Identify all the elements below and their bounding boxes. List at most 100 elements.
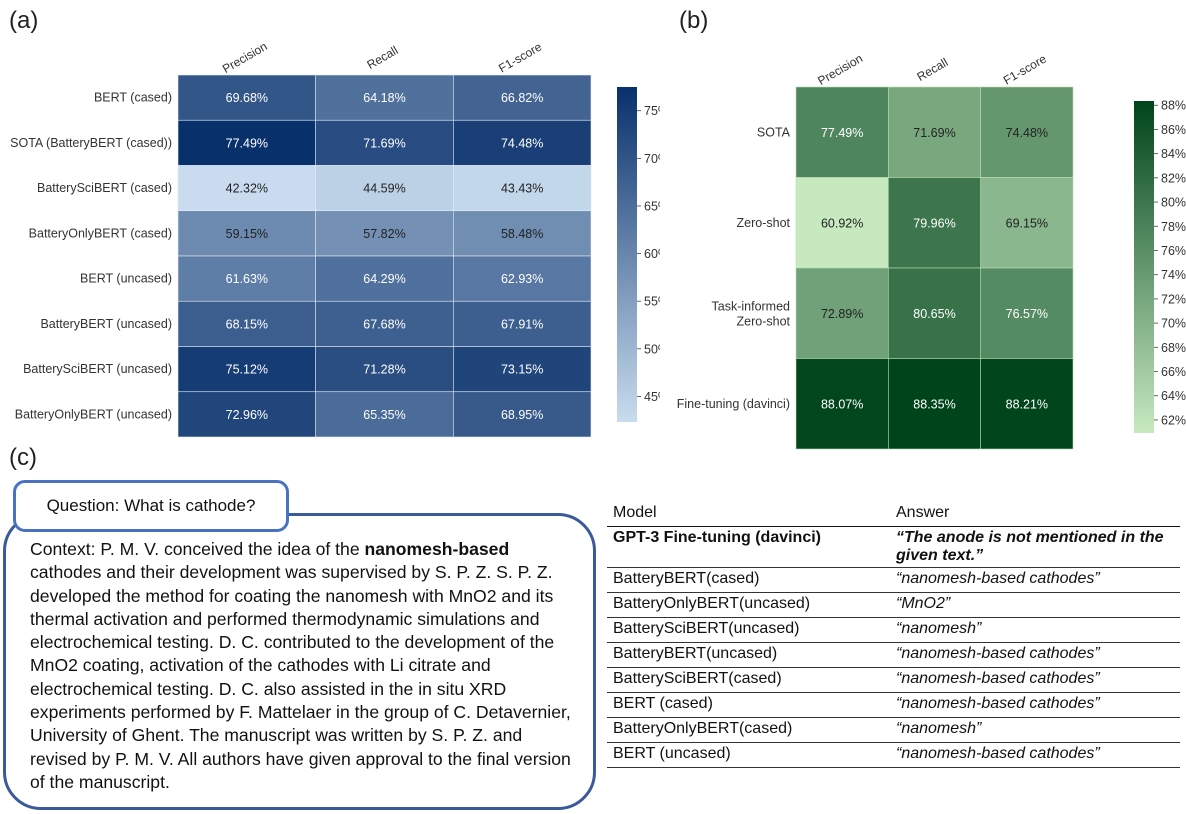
table-cell-answer: “nanomesh-based cathodes”	[890, 742, 1180, 768]
row-label: BERT (cased)	[94, 91, 172, 105]
colorbar-tick-label: 62%	[1161, 413, 1186, 427]
table-cell-answer: “nanomesh-based cathodes”	[890, 692, 1180, 718]
cell-value-label: 88.07%	[821, 397, 863, 411]
panel-label-c: (c)	[9, 444, 37, 471]
heatmap-cell	[453, 300, 592, 347]
cell-value-label: 43.43%	[501, 182, 543, 196]
table-row: BatterySciBERT(cased) “nanomesh-based cat…	[607, 667, 1180, 693]
cell-value-label: 68.95%	[501, 408, 543, 422]
table-row: GPT-3 Fine-tuning (davinci) “The anode is…	[607, 526, 1180, 568]
heatmap-cell	[453, 210, 592, 257]
cell-value-label: 64.29%	[363, 272, 405, 286]
column-label: Recall	[915, 55, 951, 84]
table-row: BatteryBERT(cased) “nanomesh-based cathod…	[607, 567, 1180, 593]
heatmap-cell	[453, 255, 592, 302]
table-cell-answer: “The anode is not mentioned in the given…	[890, 526, 1180, 568]
cell-value-label: 62.93%	[501, 272, 543, 286]
colorbar-tick-label: 76%	[1161, 244, 1186, 258]
row-label: BatteryBERT (uncased)	[40, 317, 172, 331]
table-cell-model: BatterySciBERT(uncased)	[607, 617, 890, 643]
column-label: F1-score	[1001, 51, 1049, 87]
cell-value-label: 72.96%	[226, 408, 268, 422]
table-row: BatteryOnlyBERT(cased) “nanomesh”	[607, 717, 1180, 743]
column-label: F1-score	[496, 39, 544, 75]
cell-value-label: 67.91%	[501, 317, 543, 331]
cell-value-label: 88.21%	[1006, 397, 1048, 411]
colorbar-tick-label: 68%	[1161, 341, 1186, 355]
colorbar-tick-label: 84%	[1161, 147, 1186, 161]
colorbar-tick-label: 80%	[1161, 196, 1186, 210]
cell-value-label: 76.57%	[1006, 307, 1048, 321]
row-label: BatterySciBERT (uncased)	[23, 362, 172, 376]
heatmap-cell	[177, 165, 316, 212]
heatmap-a: Precision Recall F1-score BERT (cased) 69.68…	[10, 39, 660, 438]
column-label: Recall	[365, 43, 401, 72]
header-model: Model	[607, 502, 890, 527]
colorbar-tick-label: 74%	[1161, 268, 1186, 282]
table-cell-model: GPT-3 Fine-tuning (davinci)	[607, 526, 890, 568]
colorbar-tick-label: 88%	[1161, 99, 1186, 113]
heatmap-cell	[888, 358, 981, 450]
cell-value-label: 88.35%	[913, 397, 955, 411]
colorbar	[1134, 101, 1154, 433]
table-cell-model: BatteryBERT(uncased)	[607, 642, 890, 668]
colorbar-tick-label: 65%	[644, 199, 660, 213]
colorbar-tick-label: 78%	[1161, 220, 1186, 234]
cell-value-label: 64.18%	[363, 91, 405, 105]
answers-table: Model Answer GPT-3 Fine-tuning (davinci)…	[607, 502, 1180, 768]
colorbar-tick-label: 82%	[1161, 171, 1186, 185]
colorbar-tick-label: 50%	[644, 342, 660, 356]
table-cell-model: BatteryBERT(cased)	[607, 567, 890, 593]
heatmap-cell	[177, 391, 316, 438]
heatmap-cell	[315, 300, 454, 347]
colorbar-tick-label: 75%	[644, 104, 660, 118]
cell-value-label: 44.59%	[363, 182, 405, 196]
table-row: BatteryBERT(uncased) “nanomesh-based cath…	[607, 642, 1180, 668]
table-row: BatterySciBERT(uncased) “nanomesh”	[607, 617, 1180, 643]
cell-value-label: 79.96%	[913, 216, 955, 230]
table-cell-answer: “nanomesh-based cathodes”	[890, 667, 1180, 693]
heatmap-cell	[980, 177, 1074, 269]
cell-value-label: 58.48%	[501, 227, 543, 241]
heatmap-cell	[453, 119, 592, 166]
panel-label-b: (b)	[679, 7, 709, 34]
heatmap-cell	[315, 165, 454, 212]
colorbar-tick-label: 86%	[1161, 123, 1186, 137]
heatmap-cell	[795, 177, 889, 269]
cell-value-label: 72.89%	[821, 307, 863, 321]
colorbar-tick-label: 45%	[644, 390, 660, 404]
table-cell-answer: “nanomesh”	[890, 617, 1180, 643]
row-label: Zero-shot	[737, 216, 791, 230]
question-text: Question: What is cathode?	[46, 496, 256, 515]
cell-value-label: 60.92%	[821, 216, 863, 230]
cell-value-label: 75.12%	[226, 363, 268, 377]
heatmap-cell	[177, 346, 316, 393]
cell-value-label: 69.15%	[1006, 216, 1048, 230]
row-label: BatteryOnlyBERT (uncased)	[15, 407, 172, 421]
heatmap-cell	[453, 391, 592, 438]
header-answer: Answer	[890, 502, 1180, 527]
cell-value-label: 68.15%	[226, 317, 268, 331]
table-cell-answer: “MnO2”	[890, 592, 1180, 618]
table-header-row: Model Answer	[607, 502, 1180, 527]
cell-value-label: 67.68%	[363, 317, 405, 331]
cell-value-label: 61.63%	[226, 272, 268, 286]
colorbar-tick-label: 64%	[1161, 389, 1186, 403]
table-cell-model: BERT (uncased)	[607, 742, 890, 768]
heatmap-cell	[980, 267, 1074, 359]
colorbar-tick-label: 66%	[1161, 365, 1186, 379]
cell-value-label: 42.32%	[226, 182, 268, 196]
colorbar-tick-label: 70%	[1161, 317, 1186, 331]
colorbar-tick-label: 55%	[644, 295, 660, 309]
heatmap-cell	[315, 210, 454, 257]
table-cell-answer: “nanomesh-based cathodes”	[890, 642, 1180, 668]
cell-value-label: 74.48%	[1006, 126, 1048, 140]
colorbar-tick-label: 72%	[1161, 292, 1186, 306]
heatmap-cell	[795, 358, 889, 450]
column-label: Precision	[220, 39, 270, 76]
heatmap-cell	[315, 255, 454, 302]
table-cell-model: BERT (cased)	[607, 692, 890, 718]
context-prefix: Context: P. M. V. conceived the idea of …	[30, 539, 365, 559]
row-label: Task-informed Zero-shot	[712, 299, 791, 328]
heatmap-cell	[888, 267, 981, 359]
